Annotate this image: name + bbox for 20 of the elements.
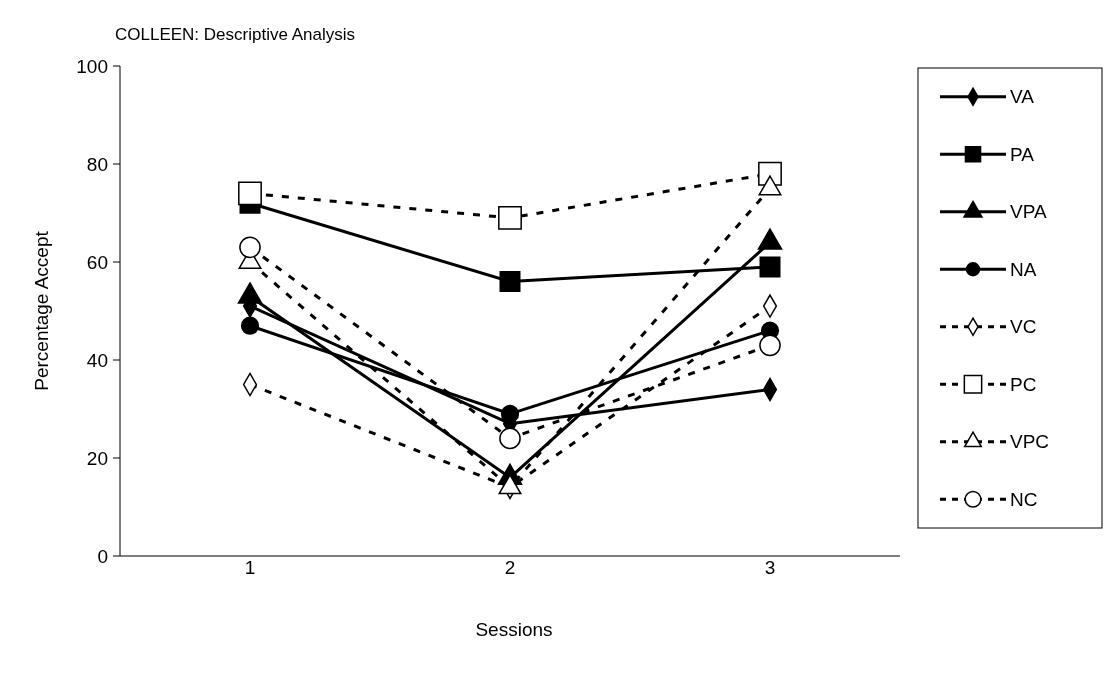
x-tick-label: 3 [764,557,776,578]
legend-label: VA [1010,86,1035,108]
legend-label: VC [1010,316,1037,338]
legend-label: PC [1010,373,1037,395]
y-tick-label: 0 [97,545,108,567]
legend-label: VPC [1010,431,1050,453]
legend-label: NA [1010,258,1037,280]
legend-label: NC [1010,488,1038,510]
x-tick-label: 1 [244,557,256,578]
y-tick-label: 20 [86,447,108,469]
legend-label: VPA [1010,201,1047,223]
y-tick-label: 80 [86,153,108,175]
y-tick-label: 100 [76,55,108,77]
y-tick-label: 40 [86,349,108,371]
x-axis-title: Sessions [475,619,553,640]
y-tick-label: 60 [86,251,108,273]
y-axis-title: Percentage Accept [31,230,52,391]
x-tick-label: 2 [504,557,516,578]
chart-title: COLLEEN: Descriptive Analysis [115,25,355,44]
legend-label: PA [1010,143,1035,165]
